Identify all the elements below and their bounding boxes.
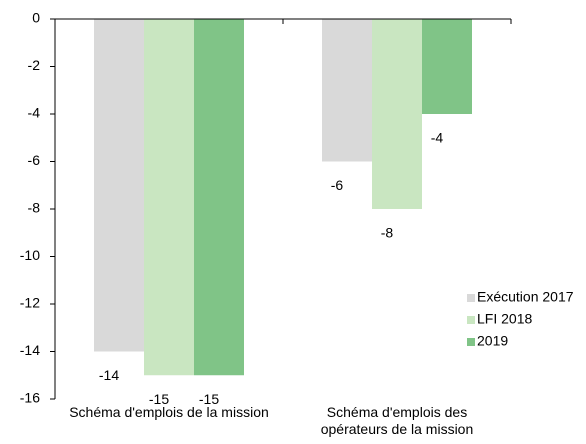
data-label: -4 — [431, 130, 444, 146]
bar — [94, 19, 144, 352]
legend-label: 2019 — [477, 333, 508, 349]
bar — [194, 19, 244, 376]
y-tick-label: 0 — [32, 10, 40, 26]
data-label: -14 — [99, 367, 119, 383]
legend-label: LFI 2018 — [477, 311, 532, 327]
bar — [144, 19, 194, 376]
bar — [422, 19, 472, 114]
x-tick-label: Schéma d'emplois des opérateurs de la mi… — [320, 404, 474, 437]
data-label: -15 — [149, 391, 169, 407]
data-label: -6 — [331, 177, 344, 193]
data-label: -15 — [199, 391, 219, 407]
bar — [372, 19, 422, 209]
y-tick-label: -6 — [28, 152, 41, 168]
y-tick-label: -12 — [20, 295, 40, 311]
legend-label: Exécution 2017 — [477, 289, 574, 305]
legend-swatch — [467, 294, 475, 302]
y-tick-label: -2 — [28, 57, 41, 73]
data-label: -8 — [381, 225, 394, 241]
legend-swatch — [467, 316, 475, 324]
y-tick-label: -16 — [20, 390, 40, 406]
y-tick-label: -14 — [20, 342, 40, 358]
legend-swatch — [467, 338, 475, 346]
y-tick-label: -4 — [28, 105, 41, 121]
x-tick-label: Schéma d'emplois de la mission — [69, 404, 269, 420]
bar — [322, 19, 372, 162]
y-tick-label: -8 — [28, 200, 41, 216]
y-tick-label: -10 — [20, 247, 40, 263]
